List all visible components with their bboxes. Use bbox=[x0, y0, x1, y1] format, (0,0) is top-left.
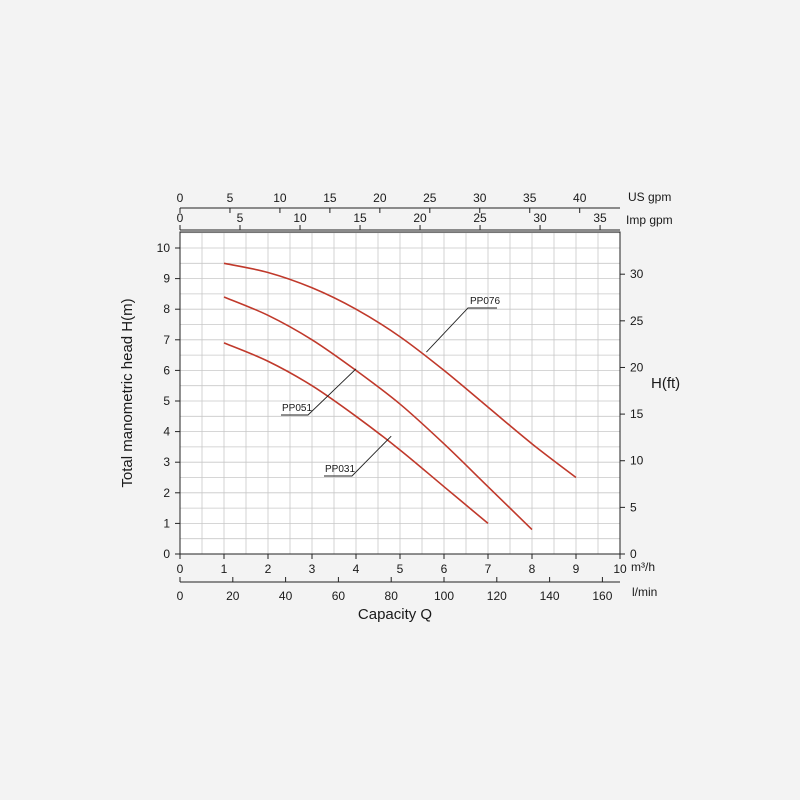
y-tick-label: 7 bbox=[163, 333, 170, 347]
curves-layer bbox=[223, 262, 577, 531]
lmin-tick-label: 0 bbox=[177, 589, 184, 603]
curve-label-pp031: PP031 bbox=[325, 464, 355, 475]
lmin-tick-label: 140 bbox=[540, 589, 560, 603]
leader-line-pp076 bbox=[426, 307, 497, 353]
y-tick-label: 10 bbox=[157, 241, 171, 255]
ft-tick-label: 30 bbox=[630, 267, 644, 281]
x2-unit-label: l/min bbox=[632, 585, 657, 599]
y-tick-label: 9 bbox=[163, 272, 170, 286]
ft-tick-label: 0 bbox=[630, 547, 637, 561]
imp-gpm-tick-label: 25 bbox=[473, 211, 487, 225]
axes-layer bbox=[179, 207, 621, 583]
us-gpm-tick-label: 0 bbox=[177, 191, 184, 205]
curve-pp031 bbox=[223, 342, 489, 525]
y-tick-label: 0 bbox=[163, 547, 170, 561]
us-gpm-tick-label: 40 bbox=[573, 191, 587, 205]
curve-pp051 bbox=[223, 296, 533, 531]
leader-line-pp031 bbox=[324, 435, 392, 477]
curve-label-pp051: PP051 bbox=[282, 403, 312, 414]
y-tick-label: 6 bbox=[163, 363, 170, 377]
imp-gpm-tick-label: 10 bbox=[293, 211, 307, 225]
imp-gpm-tick-label: 0 bbox=[177, 211, 184, 225]
ft-tick-label: 15 bbox=[630, 407, 644, 421]
us-gpm-tick-label: 20 bbox=[373, 191, 387, 205]
us-gpm-tick-label: 35 bbox=[523, 191, 537, 205]
x-tick-label: 8 bbox=[529, 562, 536, 576]
leader-line-pp051 bbox=[281, 368, 357, 416]
x-tick-label: 4 bbox=[353, 562, 360, 576]
lmin-tick-label: 100 bbox=[434, 589, 454, 603]
lmin-tick-label: 160 bbox=[592, 589, 612, 603]
y-tick-label: 4 bbox=[163, 425, 170, 439]
us-gpm-tick-label: 15 bbox=[323, 191, 337, 205]
lmin-tick-label: 20 bbox=[226, 589, 240, 603]
x-axis-title: Capacity Q bbox=[358, 606, 432, 623]
curve-pp076 bbox=[223, 262, 577, 479]
x-tick-label: 9 bbox=[573, 562, 580, 576]
imp-gpm-tick-label: 20 bbox=[413, 211, 427, 225]
x-tick-label: 3 bbox=[309, 562, 316, 576]
x-unit-label: m³/h bbox=[631, 560, 655, 574]
x-tick-label: 5 bbox=[397, 562, 404, 576]
lmin-tick-label: 120 bbox=[487, 589, 507, 603]
grid-layer bbox=[180, 232, 620, 554]
top2-unit-label: Imp gpm bbox=[626, 213, 673, 227]
ft-tick-label: 10 bbox=[630, 454, 644, 468]
labels-layer: PP076 PP051 PP031 bbox=[281, 296, 500, 477]
us-gpm-tick-label: 25 bbox=[423, 191, 437, 205]
y-tick-label: 8 bbox=[163, 302, 170, 316]
y-tick-label: 1 bbox=[163, 516, 170, 530]
us-gpm-tick-label: 5 bbox=[227, 191, 234, 205]
x-tick-label: 1 bbox=[221, 562, 228, 576]
top1-unit-label: US gpm bbox=[628, 190, 671, 204]
curve-label-pp076: PP076 bbox=[470, 296, 500, 307]
x-tick-label: 7 bbox=[485, 562, 492, 576]
us-gpm-tick-label: 10 bbox=[273, 191, 287, 205]
imp-gpm-tick-label: 15 bbox=[353, 211, 367, 225]
lmin-tick-label: 40 bbox=[279, 589, 293, 603]
ft-tick-label: 20 bbox=[630, 360, 644, 374]
lmin-tick-label: 80 bbox=[385, 589, 399, 603]
imp-gpm-tick-label: 5 bbox=[237, 211, 244, 225]
y-tick-label: 3 bbox=[163, 455, 170, 469]
x-tick-label: 6 bbox=[441, 562, 448, 576]
ft-tick-label: 25 bbox=[630, 314, 644, 328]
y-axis-title: Total manometric head H(m) bbox=[119, 298, 136, 487]
x-tick-label: 10 bbox=[613, 562, 627, 576]
imp-gpm-tick-label: 35 bbox=[593, 211, 607, 225]
y-tick-label: 2 bbox=[163, 486, 170, 500]
imp-gpm-tick-label: 30 bbox=[533, 211, 547, 225]
ft-tick-label: 5 bbox=[630, 500, 637, 514]
y-tick-label: 5 bbox=[163, 394, 170, 408]
x-tick-label: 0 bbox=[177, 562, 184, 576]
us-gpm-tick-label: 30 bbox=[473, 191, 487, 205]
x-tick-label: 2 bbox=[265, 562, 272, 576]
lmin-tick-label: 60 bbox=[332, 589, 346, 603]
y2-axis-title: H(ft) bbox=[651, 375, 680, 392]
